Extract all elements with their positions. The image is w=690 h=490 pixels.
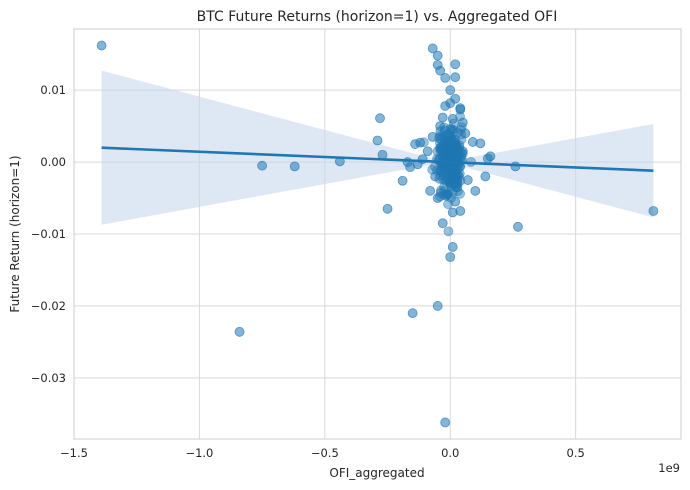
data-point <box>451 170 461 181</box>
data-point <box>435 65 446 76</box>
data-point <box>513 221 523 232</box>
data-point <box>418 137 429 148</box>
data-point <box>456 129 467 140</box>
x-tick-label: −1.5 <box>60 446 88 460</box>
data-point <box>480 171 491 182</box>
data-point <box>455 206 466 216</box>
data-point <box>447 242 458 252</box>
data-point <box>397 175 408 186</box>
x-tick-label: 0.5 <box>567 446 585 460</box>
chart-title: BTC Future Returns (horizon=1) vs. Aggre… <box>197 9 558 25</box>
data-point <box>440 417 451 428</box>
data-point <box>455 104 466 115</box>
y-axis-label: Future Return (horizon=1) <box>8 155 22 312</box>
data-point <box>450 59 461 70</box>
data-point <box>434 174 445 184</box>
data-point <box>257 160 268 171</box>
confidence-band <box>101 70 654 225</box>
data-point <box>407 308 418 319</box>
x-tick-label: −0.5 <box>311 446 339 460</box>
data-point <box>445 98 456 108</box>
data-point <box>648 206 659 216</box>
data-point <box>422 146 433 157</box>
data-points <box>96 40 659 428</box>
plot-frame <box>73 28 682 440</box>
data-point <box>437 218 448 229</box>
data-point <box>450 147 461 158</box>
data-point <box>443 226 454 237</box>
data-point <box>432 50 443 61</box>
data-point <box>462 175 473 185</box>
data-point <box>427 43 438 54</box>
x-axis-label: OFI_aggregated <box>329 466 424 480</box>
data-point <box>442 175 453 186</box>
data-point <box>427 164 438 175</box>
data-point <box>510 161 521 172</box>
data-point <box>372 135 383 146</box>
x-tick-label: −1.0 <box>185 446 213 460</box>
y-tick-label: 0.00 <box>40 155 66 169</box>
data-point <box>432 301 443 311</box>
y-tick-label: 0.01 <box>40 83 66 97</box>
data-point <box>234 326 245 337</box>
data-point <box>435 187 446 198</box>
data-point <box>485 151 496 162</box>
x-tick-label: 0.0 <box>441 446 459 460</box>
data-point <box>375 113 385 124</box>
x-tick-labels: −1.5 −1.0 −0.5 0.0 0.5 <box>60 446 585 460</box>
y-tick-label: −0.02 <box>31 299 66 313</box>
regression-line <box>101 146 654 173</box>
data-point <box>437 112 448 123</box>
data-point <box>445 85 456 96</box>
data-point <box>475 138 486 149</box>
data-point <box>382 203 393 214</box>
data-point <box>435 126 446 137</box>
data-point <box>289 161 300 172</box>
data-point <box>425 185 436 196</box>
data-point <box>450 72 461 83</box>
data-point <box>415 137 426 148</box>
data-point <box>435 191 445 202</box>
data-point <box>446 192 457 203</box>
y-tick-labels: 0.01 0.00 −0.01 −0.02 −0.03 <box>31 83 66 385</box>
data-point <box>440 73 451 83</box>
data-point <box>445 123 456 134</box>
data-point <box>405 162 416 173</box>
data-point <box>470 185 481 196</box>
data-point <box>448 118 459 129</box>
data-point <box>96 40 107 51</box>
x-offset-label: 1e9 <box>658 461 680 475</box>
y-tick-label: −0.03 <box>31 371 66 385</box>
regression-line-group <box>101 146 654 173</box>
data-point <box>450 134 460 145</box>
data-point <box>445 252 456 262</box>
data-point <box>455 111 465 122</box>
confidence-band-area <box>101 70 654 225</box>
y-tick-label: −0.01 <box>31 227 66 241</box>
data-point <box>447 145 458 156</box>
